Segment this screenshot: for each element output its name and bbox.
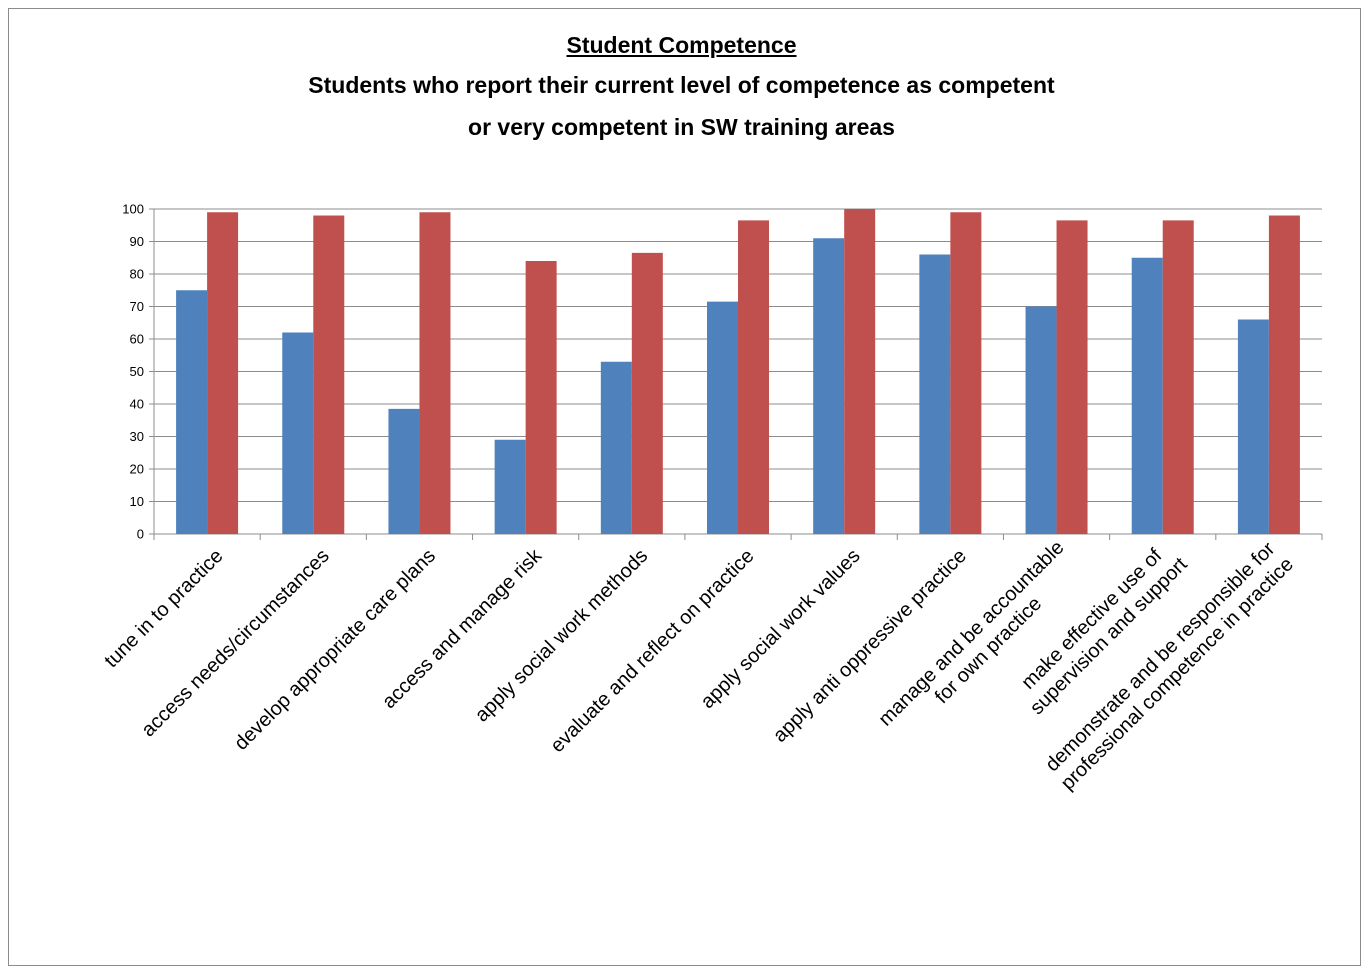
bar-series-1 — [282, 332, 314, 534]
bar-series-1 — [919, 254, 951, 534]
x-category-label: apply social work methods — [471, 545, 652, 726]
chart-subtitle-line-1: Students who report their current level … — [308, 72, 1055, 98]
y-tick-label: 0 — [137, 527, 144, 542]
bar-series-1 — [1131, 257, 1163, 534]
y-tick-label: 100 — [122, 202, 144, 217]
x-category-label-line: apply anti oppressive practice — [769, 545, 971, 747]
bar-series-1 — [388, 408, 420, 534]
chart-subtitle-line-2: or very competent in SW training areas — [468, 114, 895, 140]
y-tick-label: 40 — [130, 397, 144, 412]
bar-series-2 — [525, 261, 557, 534]
bar-series-1 — [707, 301, 738, 534]
bar-series-2 — [950, 212, 982, 534]
bar-series-1 — [1237, 319, 1269, 534]
x-category-label-line: evaluate and reflect on practice — [546, 545, 758, 757]
y-tick-label: 90 — [130, 234, 144, 249]
y-tick-label: 50 — [130, 364, 144, 379]
bar-series-2 — [1162, 220, 1194, 534]
bar-series-2 — [1056, 220, 1088, 534]
y-tick-label: 80 — [130, 267, 144, 282]
bar-series-1 — [176, 290, 208, 534]
bar-series-1 — [1025, 306, 1057, 534]
x-category-label-line: access needs/circumstances — [137, 545, 333, 741]
x-category-label-line: develop appropriate care plans — [230, 545, 440, 755]
x-category-label: access needs/circumstances — [137, 545, 333, 741]
x-category-label-line: professional competence in practice — [1057, 553, 1298, 794]
y-tick-label: 60 — [130, 332, 144, 347]
x-category-label: develop appropriate care plans — [230, 545, 440, 755]
x-category-label: tune in to practice — [100, 545, 227, 672]
bar-series-2 — [1268, 215, 1300, 534]
bar-series-2 — [631, 252, 663, 534]
bar-series-2 — [738, 220, 769, 534]
x-category-label: apply anti oppressive practice — [769, 545, 971, 747]
x-category-label-line: apply social work methods — [471, 545, 652, 726]
y-tick-label: 20 — [130, 462, 144, 477]
x-category-label: evaluate and reflect on practice — [546, 545, 758, 757]
chart-title: Student Competence — [566, 32, 797, 58]
bar-series-2 — [207, 212, 239, 534]
bar-series-2 — [419, 212, 451, 534]
bar-series-2 — [844, 209, 876, 534]
y-tick-label: 30 — [130, 429, 144, 444]
bar-series-1 — [494, 439, 526, 534]
x-category-label-line: tune in to practice — [100, 545, 227, 672]
y-tick-label: 70 — [130, 299, 144, 314]
y-tick-label: 10 — [130, 494, 144, 509]
bar-series-1 — [600, 361, 632, 534]
bar-series-2 — [313, 215, 345, 534]
bar-series-1 — [813, 238, 845, 534]
